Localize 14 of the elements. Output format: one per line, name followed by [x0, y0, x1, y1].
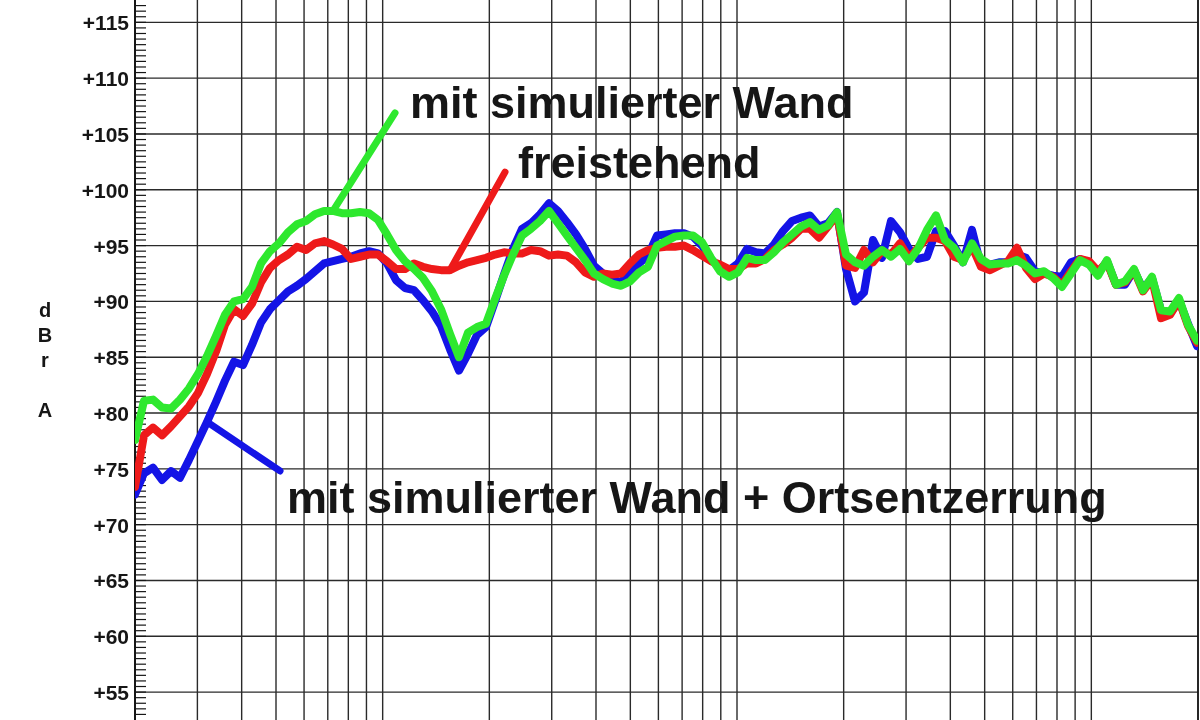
y-tick-label: +85: [93, 345, 130, 369]
y-tick-label: +75: [93, 457, 130, 481]
y-tick-label: +90: [93, 289, 129, 313]
y-tick-label: +70: [93, 513, 129, 537]
text: dBr A: [37, 299, 53, 421]
y-tick-label: +100: [81, 178, 129, 202]
y-tick-label: +65: [93, 568, 130, 592]
y-tick-label: +80: [93, 401, 129, 425]
y-tick-label: +105: [81, 122, 130, 146]
y-tick-label: +60: [93, 624, 129, 648]
y-tick-label: +95: [93, 234, 130, 258]
y-tick-label: +110: [82, 66, 129, 90]
y-tick-label: +55: [93, 680, 130, 704]
y-tick-label: +115: [82, 10, 130, 34]
